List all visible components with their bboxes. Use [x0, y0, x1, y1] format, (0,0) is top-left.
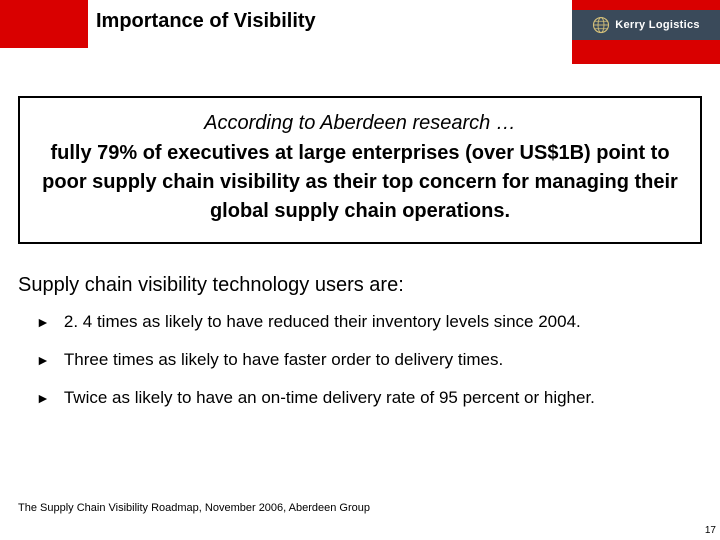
quote-lead: According to Aberdeen research …	[40, 112, 680, 135]
slide-header: Importance of Visibility Kerry Logistics	[0, 0, 720, 64]
logo-text: Kerry Logistics	[615, 19, 700, 31]
list-item: ► Three times as likely to have faster o…	[36, 349, 702, 371]
triangle-icon: ►	[36, 351, 50, 369]
bullet-list: ► 2. 4 times as likely to have reduced t…	[36, 311, 702, 409]
logo-red-bottom	[572, 40, 720, 64]
logo-area: Kerry Logistics	[572, 0, 720, 64]
page-number: 17	[705, 525, 716, 536]
quote-body: fully 79% of executives at large enterpr…	[40, 139, 680, 226]
globe-icon	[592, 16, 610, 34]
bullet-text: Twice as likely to have an on-time deliv…	[64, 387, 595, 409]
triangle-icon: ►	[36, 389, 50, 407]
subhead: Supply chain visibility technology users…	[18, 274, 702, 297]
logo-red-top	[572, 0, 720, 10]
list-item: ► 2. 4 times as likely to have reduced t…	[36, 311, 702, 333]
bullet-text: 2. 4 times as likely to have reduced the…	[64, 311, 581, 333]
brand-block-left	[0, 0, 88, 48]
triangle-icon: ►	[36, 313, 50, 331]
list-item: ► Twice as likely to have an on-time del…	[36, 387, 702, 409]
source-citation: The Supply Chain Visibility Roadmap, Nov…	[18, 502, 370, 514]
bullet-text: Three times as likely to have faster ord…	[64, 349, 503, 371]
logo-strip: Kerry Logistics	[572, 10, 720, 40]
slide-title: Importance of Visibility	[96, 10, 316, 33]
quote-box: According to Aberdeen research … fully 7…	[18, 96, 702, 244]
